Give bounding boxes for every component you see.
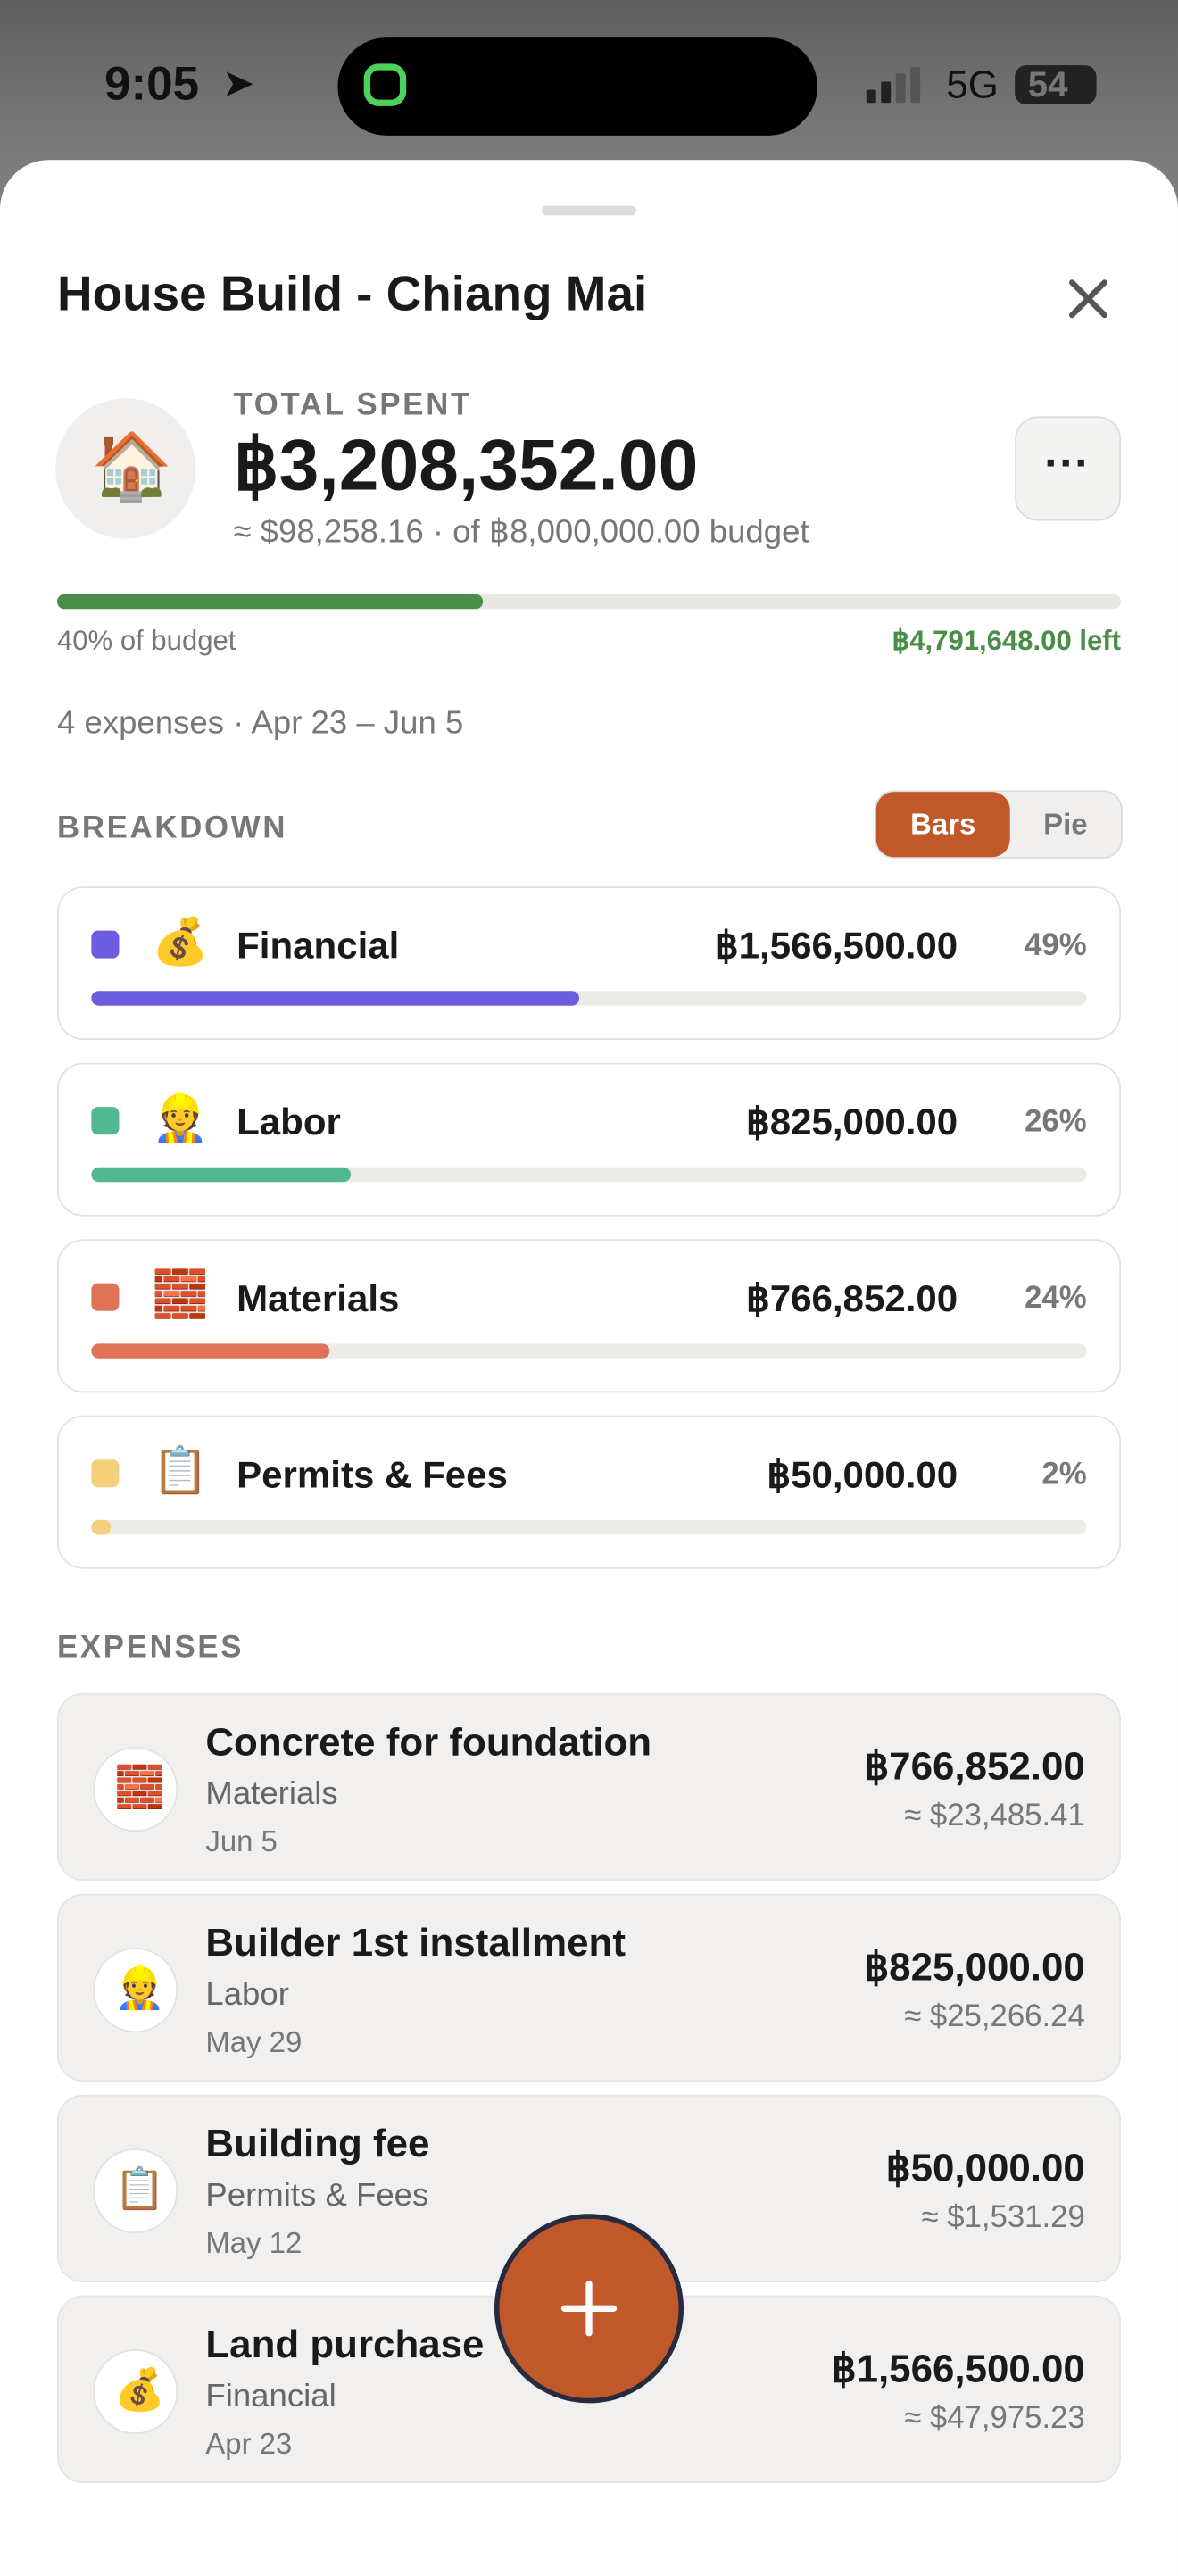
expense-item[interactable]: 🧱 Concrete for foundation Materials Jun 5 ฿7… [56, 1692, 1122, 1882]
budget-fill [56, 594, 483, 610]
expense-category: Materials [205, 1776, 338, 1813]
category-share: 24% [1025, 1281, 1087, 1317]
category-bar [91, 1343, 331, 1359]
expense-amount: ฿766,852.00 [864, 1745, 1085, 1790]
category-name: Financial [236, 924, 400, 967]
category-color [91, 1283, 120, 1311]
expense-item[interactable]: 👷 Builder 1st installment Labor May 29 ฿825,… [56, 1893, 1122, 2082]
status-time: 9:05 [104, 58, 200, 112]
toggle-pie-label: Pie [1043, 808, 1088, 841]
expense-category: Permits & Fees [205, 2177, 429, 2215]
close-button[interactable] [1067, 278, 1110, 320]
category-icon: 👷 [152, 1092, 209, 1143]
expense-icon-circle: 📋 [93, 2148, 178, 2234]
category-icon: 🧱 [152, 1268, 209, 1319]
project-icon: 🏠 [91, 430, 173, 503]
total-amount: ฿3,208,352.00 [233, 426, 699, 507]
grab-handle[interactable] [541, 205, 637, 216]
category-name: Permits & Fees [236, 1452, 508, 1496]
expense-date: May 12 [205, 2226, 303, 2260]
total-label: TOTAL SPENT [233, 388, 473, 423]
expenses-heading: EXPENSES [56, 1631, 245, 1666]
total-subline: ≈ $98,258.16 · of ฿8,000,000.00 budget [233, 514, 809, 551]
expense-icon-circle: 🧱 [93, 1747, 178, 1832]
sheet-title: House Build - Chiang Mai [56, 267, 648, 322]
category-color [91, 930, 120, 959]
add-expense-button[interactable] [494, 2214, 684, 2404]
category-share: 26% [1025, 1105, 1087, 1140]
expense-amount: ฿1,566,500.00 [831, 2347, 1085, 2392]
category-track [91, 1343, 1087, 1359]
expense-amount: ฿50,000.00 [885, 2147, 1085, 2191]
island-app-icon [363, 63, 407, 106]
budget-remaining: ฿4,791,648.00 left [892, 625, 1122, 657]
category-amount: ฿766,852.00 [745, 1276, 958, 1319]
breakdown-heading: BREAKDOWN [56, 811, 288, 846]
expense-title: Builder 1st installment [205, 1921, 626, 1966]
expense-title: Concrete for foundation [205, 1720, 652, 1766]
expense-icon: 📋 [113, 2166, 165, 2213]
budget-percent: 40% of budget [56, 625, 236, 657]
category-amount: ฿50,000.00 [767, 1452, 958, 1496]
expense-usd: ≈ $25,266.24 [904, 1999, 1085, 2035]
category-card[interactable]: 👷 Labor ฿825,000.00 26% [56, 1062, 1122, 1217]
category-name: Materials [236, 1276, 400, 1319]
expense-amount: ฿825,000.00 [864, 1946, 1085, 1990]
category-name: Labor [236, 1100, 341, 1143]
expense-icon: 💰 [113, 2367, 165, 2414]
plus-icon [560, 2281, 618, 2337]
toggle-pie[interactable]: Pie [1010, 792, 1121, 857]
category-share: 49% [1025, 928, 1087, 964]
category-color [91, 1459, 120, 1488]
category-track [91, 991, 1087, 1006]
expense-title: Land purchase [205, 2323, 485, 2368]
signal [866, 66, 932, 104]
expense-category: Financial [205, 2378, 336, 2415]
category-share: 2% [1041, 1458, 1087, 1492]
sheet: House Build - Chiang Mai 🏠 TOTAL SPENT ฿… [0, 160, 1178, 2576]
dynamic-island [337, 37, 817, 136]
network: 5G [946, 63, 999, 108]
category-card[interactable]: 📋 Permits & Fees ฿50,000.00 2% [56, 1415, 1122, 1569]
category-card[interactable]: 💰 Financial ฿1,566,500.00 49% [56, 886, 1122, 1041]
expense-usd: ≈ $1,531.29 [921, 2200, 1085, 2236]
toggle-bars-label: Bars [910, 808, 976, 841]
project-icon-circle: 🏠 [55, 398, 196, 539]
category-track [91, 1167, 1087, 1183]
toggle-bars[interactable]: Bars [875, 792, 1010, 858]
expense-icon: 🧱 [113, 1765, 165, 1811]
expense-title: Building fee [205, 2122, 430, 2167]
expense-icon: 👷 [113, 1965, 165, 2012]
expense-category: Labor [205, 1977, 289, 2014]
category-icon: 💰 [152, 916, 209, 967]
view-toggle: Bars Pie [874, 790, 1123, 860]
category-track [91, 1519, 1087, 1535]
expense-icon-circle: 💰 [93, 2349, 178, 2435]
category-card[interactable]: 🧱 Materials ฿766,852.00 24% [56, 1239, 1122, 1393]
expense-date: Apr 23 [205, 2427, 293, 2461]
expense-usd: ≈ $23,485.41 [904, 1799, 1085, 1834]
more-button[interactable]: ··· [1015, 416, 1122, 521]
more-icon: ··· [1044, 437, 1091, 488]
battery: 54 [1015, 63, 1097, 105]
category-bar [91, 991, 579, 1006]
category-bar [91, 1167, 351, 1183]
category-bar [91, 1519, 112, 1535]
category-amount: ฿825,000.00 [745, 1100, 958, 1143]
location-icon: ➤ [221, 62, 255, 106]
category-amount: ฿1,566,500.00 [714, 924, 958, 967]
category-icon: 📋 [152, 1444, 209, 1496]
expense-icon-circle: 👷 [93, 1948, 178, 2033]
category-color [91, 1107, 120, 1135]
expense-date: Jun 5 [205, 1824, 278, 1858]
expense-summary: 4 expenses · Apr 23 – Jun 5 [56, 705, 464, 742]
expense-usd: ≈ $47,975.23 [904, 2401, 1085, 2436]
battery-level: 54 [1027, 63, 1068, 105]
expense-date: May 29 [205, 2025, 303, 2059]
budget-track [56, 594, 1122, 610]
